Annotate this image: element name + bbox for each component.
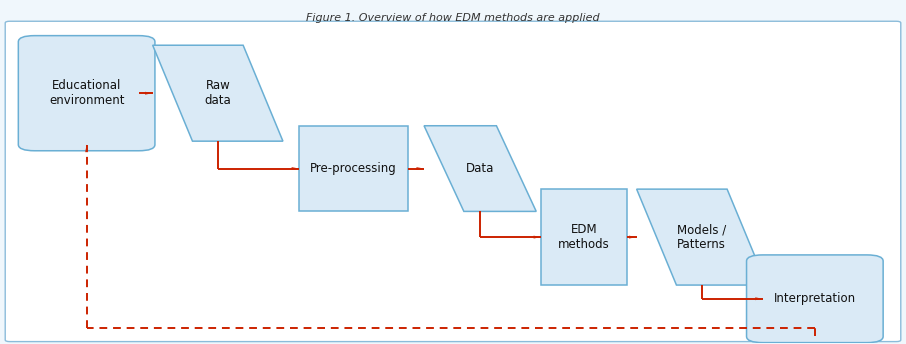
FancyBboxPatch shape [5, 21, 901, 342]
FancyBboxPatch shape [541, 189, 627, 285]
Polygon shape [292, 167, 299, 170]
Polygon shape [85, 144, 88, 152]
Text: Data: Data [466, 162, 495, 175]
Polygon shape [756, 297, 763, 300]
FancyBboxPatch shape [299, 126, 408, 212]
Text: Figure 1. Overview of how EDM methods are applied: Figure 1. Overview of how EDM methods ar… [306, 13, 600, 23]
Polygon shape [417, 167, 424, 170]
Polygon shape [153, 45, 283, 141]
Polygon shape [424, 126, 536, 212]
FancyBboxPatch shape [747, 255, 883, 343]
Text: Raw
data: Raw data [205, 79, 231, 107]
Text: Interpretation: Interpretation [774, 292, 856, 305]
Polygon shape [145, 92, 153, 95]
Text: Models /
Patterns: Models / Patterns [677, 223, 727, 251]
Text: EDM
methods: EDM methods [558, 223, 610, 251]
Polygon shape [637, 189, 766, 285]
Text: Pre-processing: Pre-processing [310, 162, 397, 175]
FancyBboxPatch shape [18, 36, 155, 151]
Text: Educational
environment: Educational environment [49, 79, 124, 107]
Polygon shape [534, 236, 541, 238]
Polygon shape [629, 236, 637, 238]
